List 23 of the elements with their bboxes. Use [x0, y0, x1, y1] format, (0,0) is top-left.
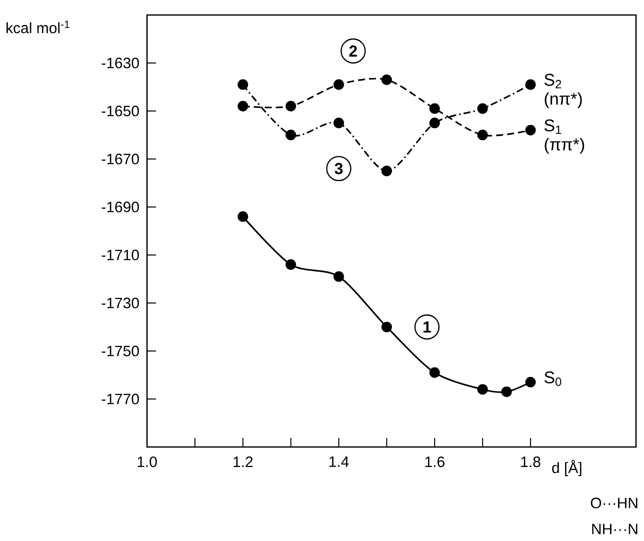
x-tick-label: 1.8: [521, 456, 540, 468]
y-tick-label: -1710: [102, 250, 139, 260]
text: O···HN: [590, 498, 638, 508]
x-axis-title: d [Å]: [552, 460, 582, 476]
x-tick-label: 1.6: [425, 456, 444, 468]
annotation: 1: [424, 321, 431, 332]
x-tick-label: 1.0: [138, 456, 157, 468]
series-label: S$_{1}$ (ππ*): [544, 119, 584, 154]
x-tick-label: 1.2: [234, 456, 253, 467]
series-label: S$_{2}$ (nπ*): [544, 74, 582, 108]
annotation: 2: [349, 45, 357, 57]
y-tick-label: -1670: [102, 154, 139, 164]
series-label: S$_{0}$: [544, 371, 562, 386]
text: NH···N: [592, 524, 638, 534]
y-tick-label: -1650: [102, 106, 139, 116]
annotation: 3: [334, 162, 343, 174]
y-tick-label: -1630: [102, 58, 139, 68]
x-tick-label: 1.4: [329, 456, 349, 467]
y-tick-label: -1690: [102, 202, 139, 212]
y-tick-label: -1730: [102, 298, 139, 308]
y-axis-title: kcal mol$^{-1}$: [6, 20, 70, 34]
y-tick-label: -1750: [102, 346, 139, 356]
y-tick-label: -1770: [102, 394, 139, 404]
